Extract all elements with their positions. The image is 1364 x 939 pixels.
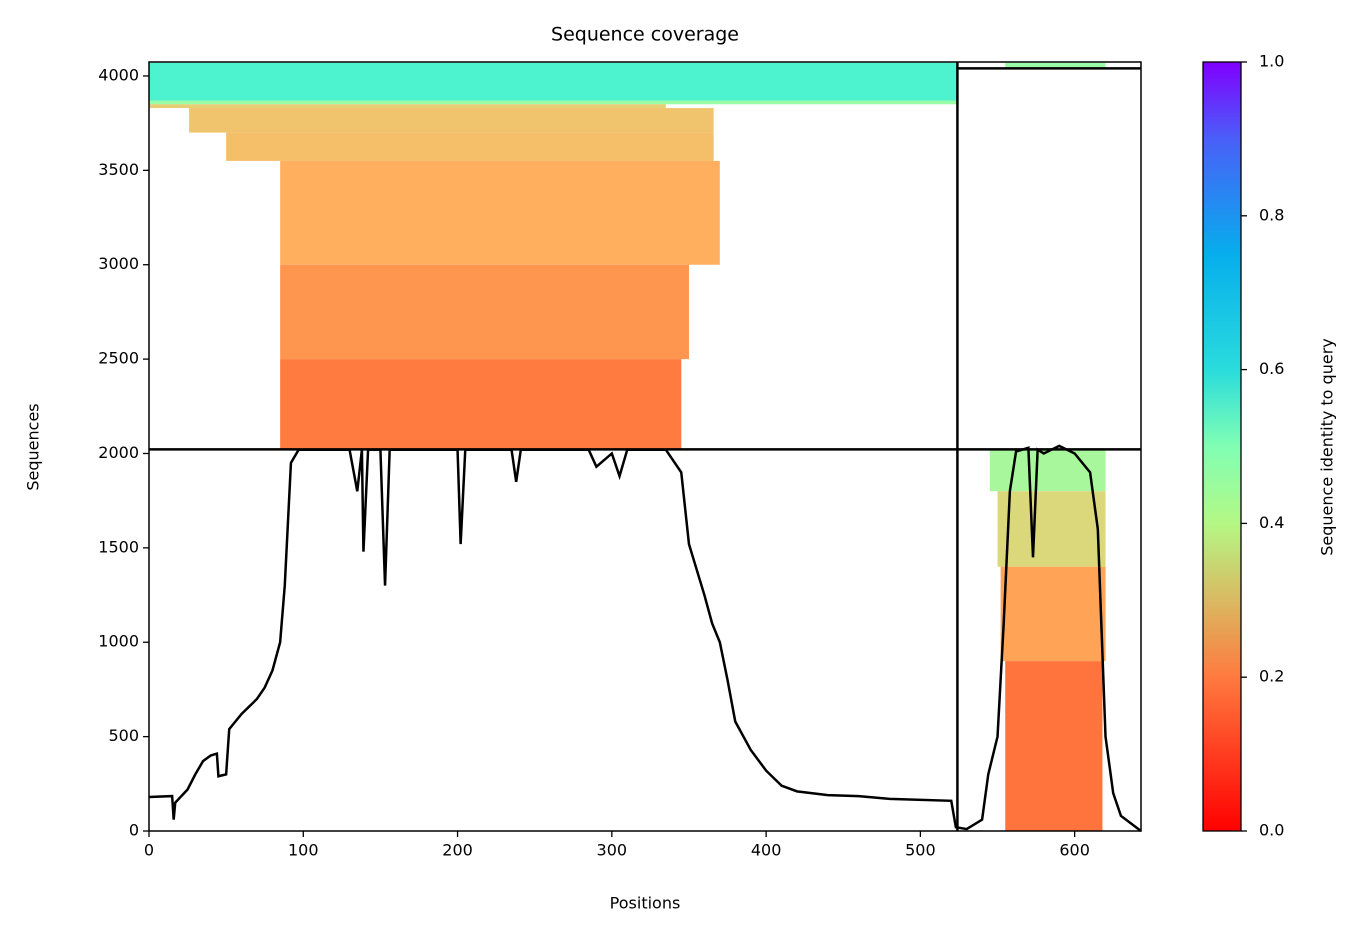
x-tick-label: 300 (597, 841, 628, 860)
colorbar-tick-label: 0.0 (1259, 821, 1284, 840)
y-axis-label: Sequences (24, 403, 43, 490)
y-tick-label: 4000 (98, 65, 139, 84)
y-tick-label: 2000 (98, 443, 139, 462)
coverage-block (1005, 62, 1106, 69)
coverage-block (280, 160, 720, 265)
colorbar-tick-label: 1.0 (1259, 52, 1284, 71)
y-tick-label: 1500 (98, 537, 139, 556)
x-tick-label: 500 (905, 841, 936, 860)
y-tick-label: 1000 (98, 632, 139, 651)
colorbar-tick-label: 0.8 (1259, 205, 1284, 224)
coverage-block (280, 264, 689, 360)
x-tick-label: 400 (751, 841, 782, 860)
chart-title: Sequence coverage (551, 24, 739, 46)
x-tick-label: 200 (442, 841, 473, 860)
y-tick-label: 2500 (98, 349, 139, 368)
y-tick-label: 3000 (98, 254, 139, 273)
colorbar-tick-label: 0.6 (1259, 359, 1284, 378)
coverage-block (1005, 661, 1103, 831)
coverage-line (148, 444, 1142, 832)
x-tick-label: 0 (144, 841, 154, 860)
x-axis-label: Positions (610, 894, 681, 913)
coverage-block (989, 449, 1106, 492)
colorbar (1202, 61, 1242, 832)
colorbar-label: Sequence identity to query (1318, 338, 1337, 555)
coverage-block (149, 104, 666, 109)
y-tick-label: 0 (129, 821, 139, 840)
coverage-block (997, 491, 1106, 567)
y-tick-label: 500 (108, 726, 139, 745)
y-tick-label: 3500 (98, 160, 139, 179)
colorbar-tick-label: 0.2 (1259, 667, 1284, 686)
x-tick-label: 100 (288, 841, 319, 860)
x-tick-label: 600 (1059, 841, 1090, 860)
coverage-block (226, 132, 714, 161)
coverage-block (1000, 566, 1106, 662)
coverage-block (149, 62, 958, 101)
coverage-block (149, 100, 958, 105)
coverage-block (189, 108, 714, 133)
colorbar-tick-label: 0.4 (1259, 513, 1284, 532)
plot-frame (148, 61, 1142, 832)
coverage-block (280, 359, 682, 450)
